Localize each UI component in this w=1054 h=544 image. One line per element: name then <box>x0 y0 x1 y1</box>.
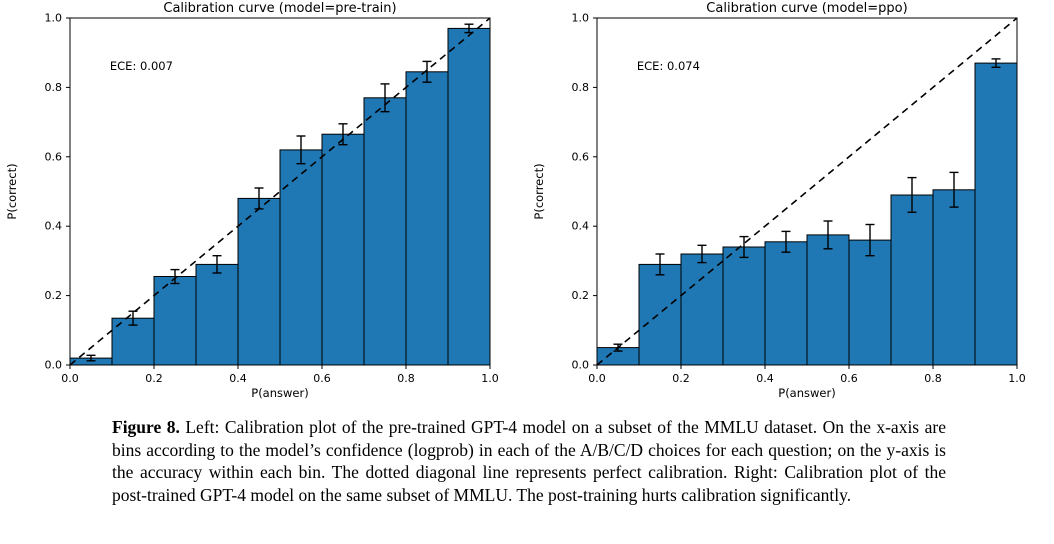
y-tick-label: 0.0 <box>45 359 63 372</box>
error-bar <box>338 123 348 146</box>
figure-caption-label: Figure 8. <box>112 417 180 437</box>
calibration-bar <box>932 189 976 366</box>
error-bar <box>949 171 959 208</box>
error-bar <box>697 244 707 264</box>
calibration-bar <box>722 246 766 366</box>
calibration-bar <box>153 276 197 366</box>
calibration-bar <box>680 253 724 366</box>
calibration-bar <box>279 149 323 366</box>
x-tick-label: 0.4 <box>229 372 247 385</box>
calibration-bar <box>363 97 407 366</box>
y-tick-label: 0.4 <box>572 220 590 233</box>
error-bar <box>865 223 875 257</box>
y-axis-label: P(correct) <box>532 163 546 219</box>
x-tick-label: 0.2 <box>672 372 690 385</box>
error-bar <box>655 253 665 276</box>
charts-row: 0.0 0.2 0.4 0.6 0.8 1.0 0.0 0.2 0.4 0.6 0.8 1.0 Cali… <box>5 1 1026 400</box>
calibration-bar <box>237 197 281 366</box>
calibration-bar <box>447 27 491 366</box>
error-bar <box>781 230 791 253</box>
x-tick-label: 0.6 <box>313 372 331 385</box>
error-bar <box>823 220 833 250</box>
x-tick-label: 0.6 <box>840 372 858 385</box>
y-tick-label: 0.8 <box>572 81 590 94</box>
x-tick-label: 0.2 <box>145 372 163 385</box>
y-axis-label: P(correct) <box>5 163 19 219</box>
x-axis-label: P(answer) <box>251 386 308 400</box>
calibration-bar <box>638 263 682 366</box>
x-tick-label: 0.4 <box>756 372 774 385</box>
perfect-calibration-line <box>596 17 1018 366</box>
y-tick-label: 0.2 <box>572 289 590 302</box>
y-tick-label: 1.0 <box>45 12 63 25</box>
y-tick-label: 1.0 <box>572 12 590 25</box>
x-tick-label: 0.8 <box>397 372 415 385</box>
y-tick-label: 0.6 <box>572 150 590 163</box>
calibration-bar <box>321 133 365 366</box>
calibration-bar <box>764 241 808 366</box>
error-bar <box>86 354 96 362</box>
ece-annotation: ECE: 0.007 <box>110 59 173 73</box>
y-tick-label: 0.2 <box>45 289 63 302</box>
y-tick-label: 0.8 <box>45 81 63 94</box>
x-tick-label: 0.0 <box>61 372 79 385</box>
error-bar <box>907 176 917 214</box>
plot-border <box>596 17 1018 366</box>
error-bar <box>739 235 749 259</box>
x-tick-label: 1.0 <box>1008 372 1026 385</box>
perfect-calibration-line <box>69 17 491 366</box>
calibration-bar <box>806 234 850 366</box>
error-bar <box>170 268 180 285</box>
calibration-chart-ppo: 0.0 0.2 0.4 0.6 0.8 1.0 0.0 0.2 0.4 0.6 0.8 1.0 Cali… <box>532 1 1026 400</box>
x-tick-label: 0.0 <box>588 372 606 385</box>
x-axis-label: P(answer) <box>778 386 835 400</box>
calibration-bar <box>890 194 934 366</box>
calibration-bar <box>848 239 892 366</box>
error-bar <box>380 83 390 113</box>
ece-annotation: ECE: 0.074 <box>637 59 700 73</box>
calibration-bar <box>195 263 239 366</box>
error-bar <box>296 135 306 165</box>
figure-caption: Figure 8. Left: Calibration plot of the … <box>112 416 946 506</box>
y-tick-label: 0.0 <box>572 359 590 372</box>
chart-title: Calibration curve (model=pre-train) <box>163 1 396 16</box>
plot-border <box>69 17 491 366</box>
calibration-bar <box>974 62 1018 366</box>
error-bar <box>212 254 222 274</box>
chart-title: Calibration curve (model=ppo) <box>706 1 907 16</box>
calibration-bar <box>405 71 449 366</box>
x-tick-label: 0.8 <box>924 372 942 385</box>
figure-caption-text: Left: Calibration plot of the pre-traine… <box>112 417 946 505</box>
y-tick-label: 0.6 <box>45 150 63 163</box>
calibration-chart-pretrain: 0.0 0.2 0.4 0.6 0.8 1.0 0.0 0.2 0.4 0.6 0.8 1.0 Cali… <box>5 1 499 400</box>
x-tick-label: 1.0 <box>481 372 499 385</box>
y-tick-label: 0.4 <box>45 220 63 233</box>
error-bar <box>422 60 432 83</box>
error-bar <box>991 58 1001 69</box>
